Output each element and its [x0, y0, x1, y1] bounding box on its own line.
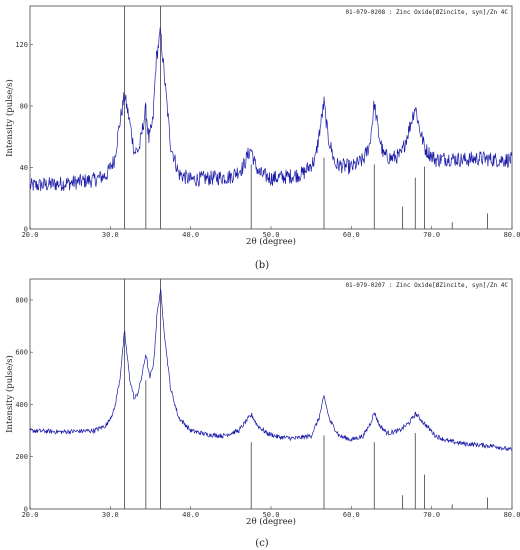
x-axis-label-c: 2θ (degree) — [246, 516, 296, 527]
y-tick-label: 200 — [15, 453, 28, 461]
x-tick-label: 40.0 — [182, 231, 199, 239]
y-tick-label: 800 — [15, 296, 28, 304]
x-tick-label: 40.0 — [182, 511, 199, 519]
x-tick-label: 50.0 — [263, 511, 280, 519]
x-tick-label: 80.0 — [504, 231, 520, 239]
x-tick-label: 60.0 — [343, 511, 360, 519]
y-ticks-b: 0 40 80 120 — [15, 41, 33, 234]
y-tick-label: 400 — [15, 401, 28, 409]
chart-c: 0 200 400 600 800 20.0 30.0 40.0 50.0 60.0 70.0 80… — [4, 278, 520, 549]
x-axis-label-b: 2θ (degree) — [246, 236, 296, 247]
y-tick-label: 120 — [15, 41, 28, 49]
plot-frame-b — [29, 5, 513, 230]
x-ticks-b: 20.0 30.0 40.0 50.0 60.0 70.0 80.0 — [22, 226, 520, 239]
x-tick-label: 20.0 — [22, 231, 39, 239]
reference-label-b: 01-079-0208 : Zinc Oxide[ØZincite, syn]/… — [345, 9, 508, 16]
panel-label-b: (b) — [255, 260, 269, 271]
y-tick-label: 600 — [15, 349, 28, 357]
reference-label-c: 01-079-0207 : Zinc Oxide[ØZincite, syn]/… — [345, 282, 508, 289]
series-line-b — [29, 27, 513, 192]
reference-lines-c — [124, 279, 488, 509]
reference-lines-b — [124, 6, 488, 229]
y-tick-label: 0 — [24, 226, 28, 234]
x-tick-label: 70.0 — [423, 511, 440, 519]
y-tick-label: 0 — [24, 506, 28, 514]
x-tick-label: 80.0 — [504, 511, 520, 519]
panel-label-c: (c) — [255, 538, 269, 549]
y-axis-label-b: Intensity (pulse/s) — [4, 79, 15, 157]
x-tick-label: 60.0 — [343, 231, 360, 239]
x-tick-label: 50.0 — [263, 231, 280, 239]
x-tick-label: 30.0 — [102, 231, 119, 239]
x-tick-label: 20.0 — [22, 511, 39, 519]
x-tick-label: 70.0 — [423, 231, 440, 239]
x-ticks-c: 20.0 30.0 40.0 50.0 60.0 70.0 80.0 — [22, 506, 520, 519]
y-tick-label: 40 — [20, 164, 28, 172]
x-tick-label: 30.0 — [102, 511, 119, 519]
y-axis-label-c: Intensity (pulse/s) — [4, 355, 15, 433]
y-ticks-c: 0 200 400 600 800 — [15, 296, 33, 514]
y-tick-label: 80 — [20, 102, 28, 110]
chart-b: 0 40 80 120 20.0 30.0 40.0 50.0 60.0 70.0 80.0 01… — [4, 5, 520, 271]
plot-frame-c — [29, 278, 513, 510]
series-line-c — [29, 288, 513, 452]
